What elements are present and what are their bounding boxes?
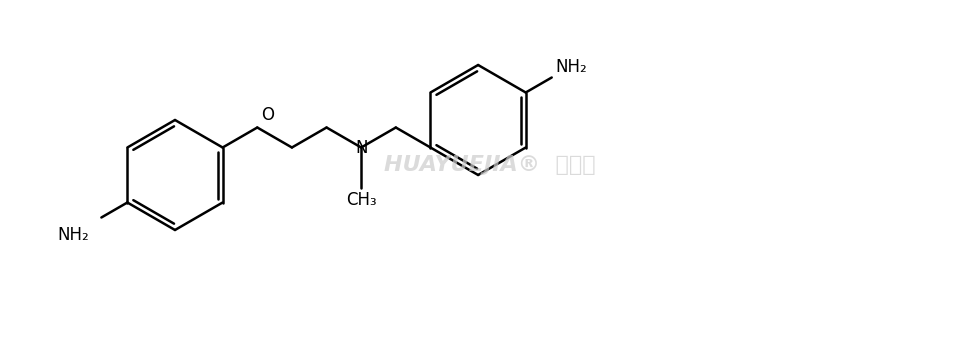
- Text: NH₂: NH₂: [58, 225, 89, 243]
- Text: O: O: [262, 105, 274, 123]
- Text: CH₃: CH₃: [346, 190, 376, 208]
- Text: N: N: [355, 139, 368, 157]
- Text: NH₂: NH₂: [556, 58, 587, 76]
- Text: HUAYUEJIA®  化学材: HUAYUEJIA® 化学材: [384, 155, 596, 175]
